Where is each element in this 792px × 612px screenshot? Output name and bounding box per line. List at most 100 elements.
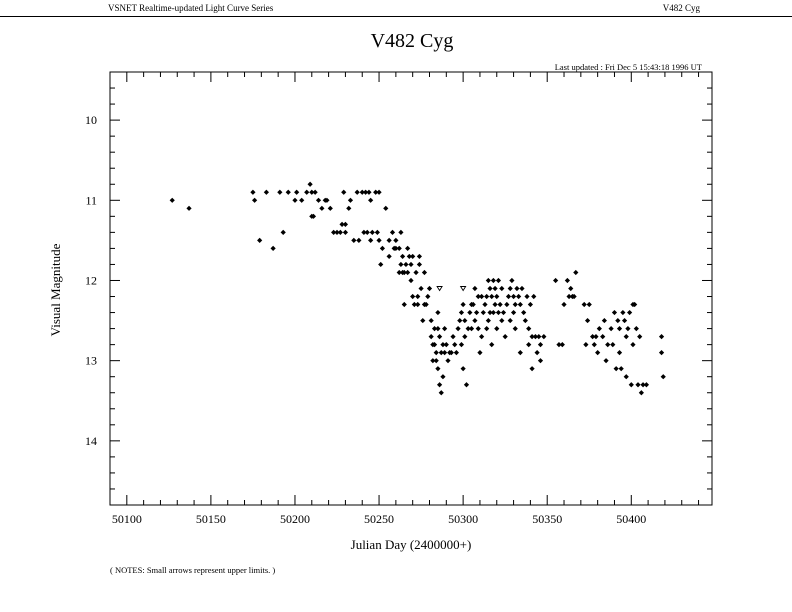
data-point bbox=[334, 229, 340, 235]
data-point bbox=[413, 269, 419, 276]
data-point bbox=[280, 229, 286, 235]
data-point bbox=[621, 317, 628, 324]
data-point bbox=[623, 374, 629, 380]
data-point bbox=[455, 325, 461, 332]
data-point bbox=[458, 342, 465, 348]
data-point bbox=[573, 269, 579, 276]
data-point bbox=[401, 301, 407, 308]
data-point bbox=[512, 325, 518, 332]
data-point bbox=[250, 189, 256, 195]
data-point bbox=[561, 301, 567, 308]
data-point bbox=[376, 189, 382, 195]
x-tick-label: 50250 bbox=[364, 512, 394, 526]
data-point bbox=[633, 325, 639, 332]
data-point bbox=[428, 334, 434, 340]
data-point bbox=[566, 293, 572, 300]
data-point bbox=[354, 189, 360, 195]
data-point bbox=[186, 205, 192, 211]
data-point bbox=[519, 285, 525, 292]
data-point bbox=[492, 301, 498, 308]
data-point bbox=[611, 309, 618, 316]
data-point bbox=[383, 205, 389, 211]
data-point bbox=[623, 334, 629, 340]
data-point bbox=[366, 189, 372, 195]
data-point bbox=[452, 342, 458, 348]
data-point bbox=[361, 229, 367, 235]
data-point bbox=[458, 309, 465, 316]
data-point bbox=[632, 301, 638, 308]
data-point bbox=[342, 229, 349, 235]
data-point bbox=[479, 293, 485, 300]
data-point bbox=[443, 342, 449, 348]
data-point bbox=[489, 293, 495, 300]
data-point bbox=[485, 277, 491, 284]
data-point bbox=[534, 350, 540, 356]
data-point bbox=[337, 229, 343, 235]
data-point bbox=[586, 301, 592, 308]
data-point bbox=[374, 229, 380, 235]
data-point bbox=[526, 342, 532, 348]
data-point bbox=[620, 309, 626, 316]
data-point bbox=[393, 245, 399, 252]
data-point bbox=[477, 350, 483, 356]
data-point bbox=[428, 317, 434, 324]
data-point bbox=[453, 350, 460, 356]
data-point bbox=[517, 350, 523, 356]
data-point bbox=[581, 301, 587, 308]
data-point bbox=[487, 309, 493, 316]
data-point bbox=[482, 301, 488, 308]
data-point bbox=[356, 237, 362, 243]
data-point bbox=[270, 245, 276, 252]
data-point bbox=[484, 293, 490, 300]
data-point bbox=[257, 237, 263, 243]
data-point bbox=[389, 229, 396, 235]
data-point bbox=[341, 189, 347, 195]
data-point bbox=[292, 197, 298, 203]
data-point bbox=[369, 229, 375, 235]
data-point bbox=[613, 366, 619, 372]
data-point bbox=[430, 358, 436, 364]
data-point bbox=[497, 301, 503, 308]
data-point bbox=[462, 317, 468, 324]
data-point bbox=[590, 334, 596, 340]
data-point bbox=[495, 309, 502, 316]
data-point bbox=[457, 317, 463, 324]
x-axis-label: Julian Day (2400000+) bbox=[351, 537, 472, 552]
data-point bbox=[564, 277, 570, 284]
data-point bbox=[595, 350, 601, 356]
data-point bbox=[342, 221, 349, 227]
notes-text: ( NOTES: Small arrows represent upper li… bbox=[110, 565, 275, 575]
data-point bbox=[499, 317, 505, 324]
data-point bbox=[351, 237, 357, 243]
data-point bbox=[472, 317, 478, 324]
chart-title: V482 Cyg bbox=[371, 30, 454, 52]
data-point bbox=[438, 350, 444, 356]
data-point bbox=[494, 293, 500, 300]
data-point bbox=[263, 189, 269, 195]
data-point bbox=[307, 181, 313, 187]
data-point bbox=[373, 189, 379, 195]
data-point bbox=[504, 301, 510, 308]
data-point bbox=[420, 317, 426, 324]
data-point bbox=[509, 277, 515, 284]
data-point bbox=[435, 325, 441, 332]
plot-frame bbox=[109, 71, 713, 506]
data-point bbox=[408, 277, 414, 284]
data-point bbox=[386, 253, 392, 260]
upper-limit-markers bbox=[436, 286, 467, 292]
data-point bbox=[435, 366, 441, 372]
y-tick-label: 13 bbox=[85, 354, 97, 368]
data-point bbox=[431, 325, 438, 332]
data-point bbox=[376, 237, 382, 243]
data-point bbox=[529, 366, 535, 372]
y-tick-label: 12 bbox=[85, 273, 97, 287]
data-point bbox=[324, 197, 330, 203]
data-point bbox=[593, 334, 599, 340]
data-point bbox=[460, 366, 466, 372]
data-point bbox=[450, 334, 456, 340]
data-point bbox=[616, 350, 623, 356]
data-point bbox=[625, 325, 631, 332]
data-point bbox=[440, 342, 446, 348]
data-point bbox=[418, 285, 424, 292]
x-tick-label: 50200 bbox=[280, 512, 310, 526]
